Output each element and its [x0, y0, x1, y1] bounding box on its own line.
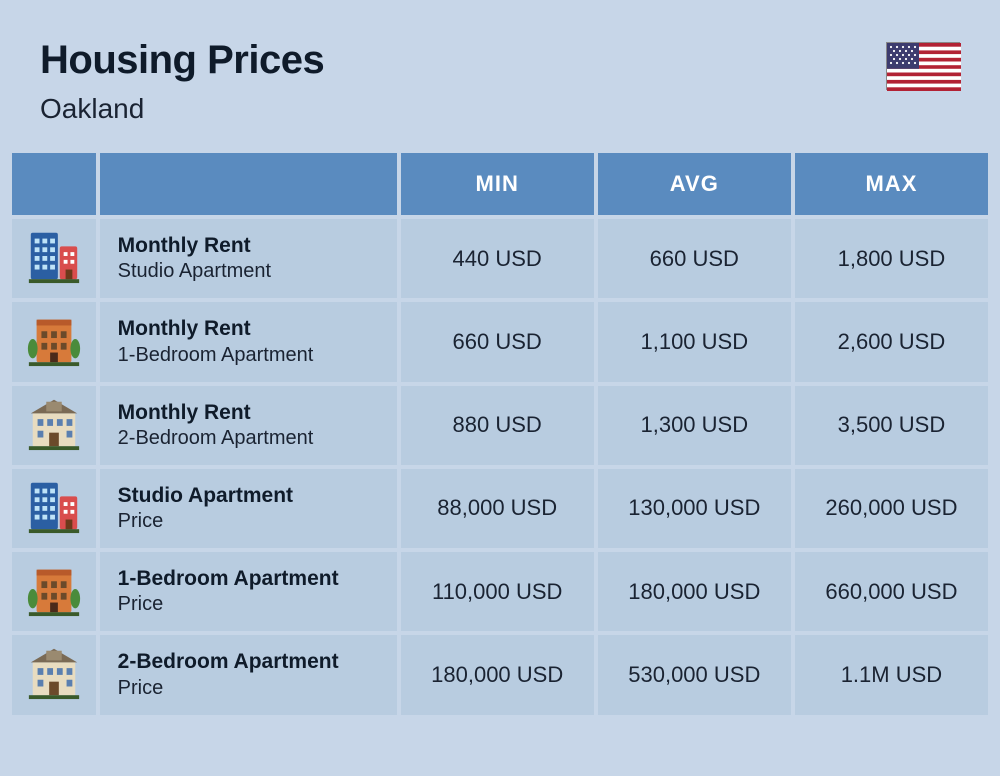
value-min: 880 USD [401, 386, 594, 465]
building-icon-2 [12, 302, 96, 381]
row-label-title: Monthly Rent [118, 233, 379, 259]
row-label-title: Monthly Rent [118, 400, 379, 426]
value-avg: 180,000 USD [598, 552, 791, 631]
table-row: Monthly RentStudio Apartment440 USD660 U… [12, 219, 988, 298]
row-label-sub: Price [118, 509, 379, 534]
header: Housing Prices Oakland [0, 0, 1000, 149]
row-label-title: Studio Apartment [118, 483, 379, 509]
page-subtitle: Oakland [40, 93, 324, 125]
value-min: 440 USD [401, 219, 594, 298]
value-avg: 130,000 USD [598, 469, 791, 548]
value-max: 2,600 USD [795, 302, 988, 381]
table-row: 1-Bedroom ApartmentPrice110,000 USD180,0… [12, 552, 988, 631]
table-row: Studio ApartmentPrice88,000 USD130,000 U… [12, 469, 988, 548]
page: Housing Prices Oakland [0, 0, 1000, 776]
building-icon-3 [12, 386, 96, 465]
value-max: 260,000 USD [795, 469, 988, 548]
row-label-sub: Price [118, 592, 379, 617]
row-label: Monthly Rent1-Bedroom Apartment [100, 302, 397, 381]
value-max: 3,500 USD [795, 386, 988, 465]
row-label: 2-Bedroom ApartmentPrice [100, 635, 397, 714]
value-min: 180,000 USD [401, 635, 594, 714]
pricing-table: MIN AVG MAX Monthly RentStudio Apartment… [0, 149, 1000, 719]
value-min: 110,000 USD [401, 552, 594, 631]
col-icon [12, 153, 96, 215]
table-header-row: MIN AVG MAX [12, 153, 988, 215]
value-max: 1.1M USD [795, 635, 988, 714]
row-label: Monthly Rent2-Bedroom Apartment [100, 386, 397, 465]
col-avg: AVG [598, 153, 791, 215]
value-avg: 660 USD [598, 219, 791, 298]
value-max: 1,800 USD [795, 219, 988, 298]
building-icon-3 [12, 635, 96, 714]
col-max: MAX [795, 153, 988, 215]
building-icon-1 [12, 469, 96, 548]
value-min: 88,000 USD [401, 469, 594, 548]
row-label-sub: 2-Bedroom Apartment [118, 426, 379, 451]
row-label-sub: Price [118, 676, 379, 701]
value-avg: 1,300 USD [598, 386, 791, 465]
building-icon-1 [12, 219, 96, 298]
row-label-sub: 1-Bedroom Apartment [118, 343, 379, 368]
row-label-title: 1-Bedroom Apartment [118, 566, 379, 592]
value-avg: 1,100 USD [598, 302, 791, 381]
col-min: MIN [401, 153, 594, 215]
row-label-title: 2-Bedroom Apartment [118, 649, 379, 675]
col-label [100, 153, 397, 215]
value-avg: 530,000 USD [598, 635, 791, 714]
row-label-sub: Studio Apartment [118, 259, 379, 284]
table-row: 2-Bedroom ApartmentPrice180,000 USD530,0… [12, 635, 988, 714]
page-title: Housing Prices [40, 38, 324, 83]
value-min: 660 USD [401, 302, 594, 381]
row-label-title: Monthly Rent [118, 316, 379, 342]
row-label: 1-Bedroom ApartmentPrice [100, 552, 397, 631]
row-label: Studio ApartmentPrice [100, 469, 397, 548]
row-label: Monthly RentStudio Apartment [100, 219, 397, 298]
table-row: Monthly Rent2-Bedroom Apartment880 USD1,… [12, 386, 988, 465]
us-flag-icon [886, 42, 960, 90]
building-icon-2 [12, 552, 96, 631]
table-row: Monthly Rent1-Bedroom Apartment660 USD1,… [12, 302, 988, 381]
title-block: Housing Prices Oakland [40, 38, 324, 125]
value-max: 660,000 USD [795, 552, 988, 631]
